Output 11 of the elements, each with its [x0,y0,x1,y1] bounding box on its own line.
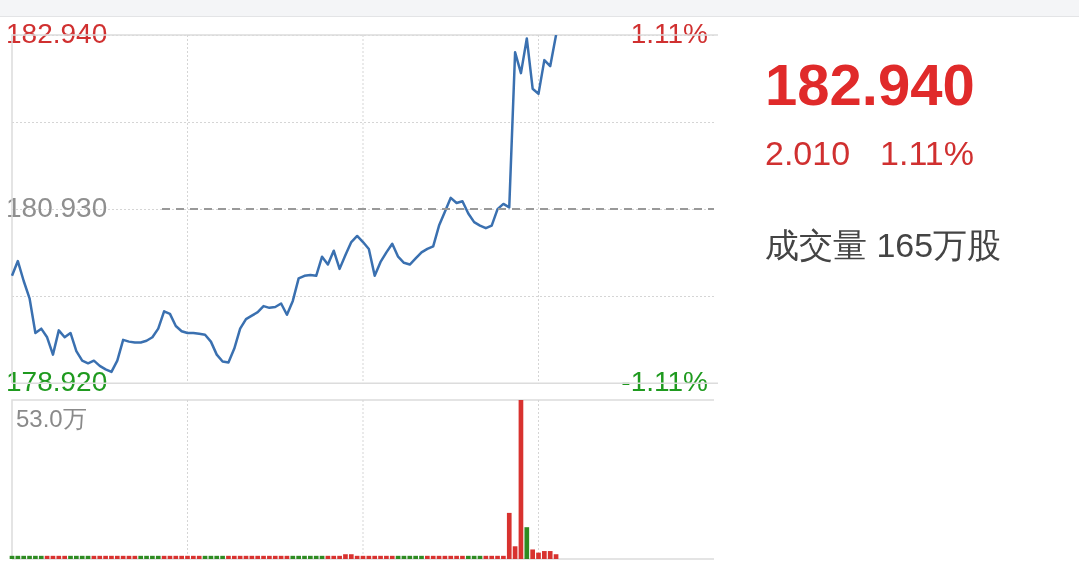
text: 2.010 [765,134,851,172]
bar [524,527,530,559]
y-tick-label: 182.940 [6,17,108,49]
text: 成交量 165万股 [765,225,1003,266]
annotation: 53.0万 [16,404,87,432]
text: 1.11% [880,134,974,172]
y-tick-label: 180.930 [6,191,108,223]
y-tick-label: 178.920 [6,365,108,397]
text: 182.940 [765,51,976,119]
y2-tick-label: -1.11% [621,365,708,397]
y2-tick-label: 1.11% [630,17,708,49]
